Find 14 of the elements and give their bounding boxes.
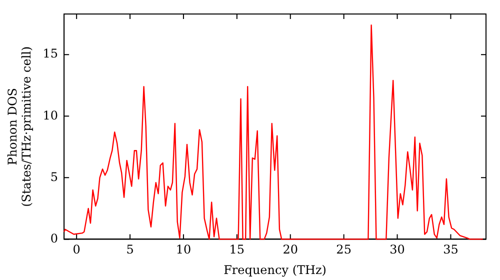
x-tick-label: 10 bbox=[176, 242, 192, 257]
x-axis-title: Frequency (THz) bbox=[224, 262, 326, 277]
y-tick-label: 10 bbox=[42, 108, 58, 122]
x-tick-label: 35 bbox=[443, 242, 458, 257]
x-tick-label: 30 bbox=[390, 242, 405, 257]
x-tick-label: 5 bbox=[126, 242, 134, 257]
x-tick-label: 0 bbox=[72, 242, 80, 257]
x-tick-label: 20 bbox=[282, 242, 298, 257]
y-axis-title: Phonon DOS (States/THz·primitive cell) bbox=[5, 46, 34, 207]
y-tick-label: 0 bbox=[50, 231, 58, 246]
y-tick-label: 15 bbox=[42, 46, 58, 61]
x-tick-label: 25 bbox=[336, 242, 352, 257]
x-tick-label: 15 bbox=[229, 242, 245, 257]
y-tick-label: 5 bbox=[50, 170, 58, 184]
